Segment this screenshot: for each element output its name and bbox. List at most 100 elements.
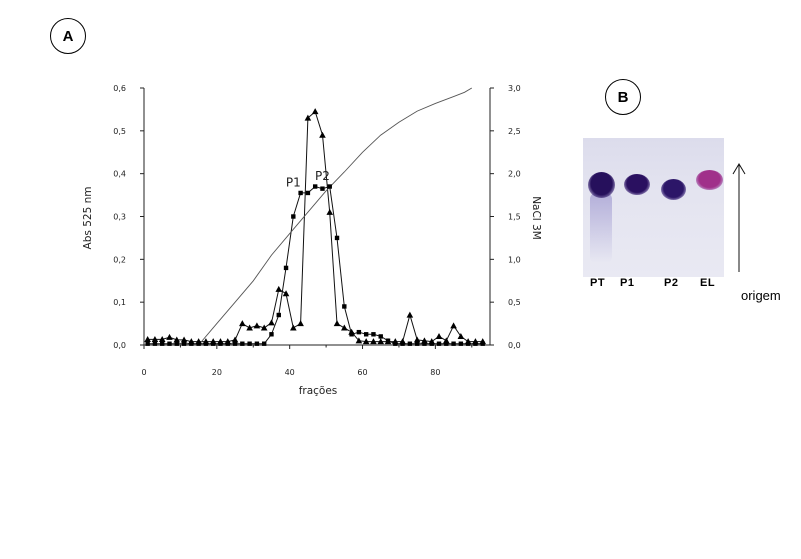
square-point (465, 341, 471, 346)
square-point (232, 341, 238, 346)
tlc-plate (583, 138, 724, 277)
spot-p1 (624, 174, 650, 195)
y-tick-label: 0,1 (113, 298, 126, 307)
lane-label-el: EL (700, 277, 716, 289)
x-tick-label: 20 (212, 368, 222, 377)
triangle-point (253, 322, 261, 329)
triangle-point (406, 311, 414, 318)
square-point (444, 341, 449, 346)
triangle-point (180, 336, 188, 343)
triangle-point (246, 324, 253, 331)
triangle-point (282, 290, 290, 297)
spot-p2 (661, 179, 686, 200)
triangle-point (173, 336, 181, 343)
square-point (298, 190, 303, 196)
y-axis-title: Abs 525 nm (82, 187, 94, 250)
y2-tick-label: 0,0 (508, 341, 521, 350)
square-point (269, 332, 274, 337)
y2-tick-label: 2,0 (508, 170, 521, 179)
triangle-point (304, 114, 312, 121)
square-point (254, 341, 260, 346)
x-tick-label: 80 (430, 368, 440, 377)
square-point (181, 341, 187, 346)
square-point (414, 341, 420, 346)
y-tick-label: 0,0 (113, 341, 126, 350)
square-point (422, 341, 427, 346)
triangle-point (435, 333, 443, 340)
triangle-point (362, 338, 370, 345)
lane-label-p1: P1 (620, 277, 635, 289)
y-tick-label: 0,6 (113, 84, 126, 93)
triangle-point (370, 338, 377, 345)
y-tick-label: 0,3 (113, 213, 126, 222)
y2-axis-title: NaCl 3M (530, 196, 542, 240)
square-point (458, 341, 464, 346)
y2-tick-label: 1,5 (508, 213, 521, 222)
square-point (247, 341, 252, 346)
lane-label-p2: P2 (664, 277, 679, 289)
square-point (363, 332, 369, 337)
square-point (225, 341, 230, 346)
square-point (261, 341, 267, 346)
square-point (145, 341, 150, 346)
triangle-point (268, 319, 275, 326)
square-point (240, 341, 245, 346)
square-point (473, 341, 478, 346)
triangle-point (311, 108, 319, 115)
triangle-point (158, 336, 166, 343)
square-point (334, 235, 340, 241)
square-point (342, 304, 347, 309)
square-point (218, 341, 223, 346)
panel-a-label: A (62, 27, 74, 45)
x-tick-label: 60 (357, 368, 367, 377)
lane-pt-streak (590, 193, 612, 263)
triangle-point (151, 336, 159, 343)
y2-tick-label: 1,0 (508, 255, 521, 264)
square-point (480, 341, 485, 346)
square-point (393, 341, 398, 346)
square-point (174, 341, 179, 346)
square-point (327, 184, 332, 189)
spot-pt (588, 172, 615, 198)
triangle-point (450, 322, 457, 329)
square-point (451, 341, 456, 346)
triangle-point (231, 336, 239, 343)
square-point (196, 341, 201, 346)
triangle-point (457, 333, 465, 340)
square-point (283, 265, 289, 271)
square-point (291, 214, 296, 219)
triangle-point (275, 285, 283, 292)
triangle-point (144, 336, 151, 343)
x-tick-label: 40 (285, 368, 295, 377)
panel-a-badge: A (50, 18, 86, 54)
triangle-point (260, 324, 268, 331)
square-point (189, 341, 194, 346)
triangle-point (355, 337, 363, 344)
triangle-point (290, 324, 297, 331)
square-point (167, 341, 172, 346)
migration-arrow-icon (732, 163, 746, 272)
square-point (356, 329, 362, 335)
triangle-point (333, 320, 341, 327)
square-point (400, 341, 405, 346)
square-point (203, 341, 209, 346)
square-point (371, 332, 376, 337)
y2-tick-label: 0,5 (508, 298, 521, 307)
square-point (305, 190, 311, 196)
triangle-point (319, 131, 326, 138)
peak-label-p2: P2 (315, 169, 330, 183)
triangle-point (326, 208, 334, 215)
square-point (349, 332, 354, 337)
y2-tick-label: 3,0 (508, 84, 521, 93)
square-point (436, 341, 442, 346)
square-point (312, 184, 318, 189)
y-tick-label: 0,2 (113, 255, 126, 264)
square-point (378, 334, 383, 339)
triangle-point (166, 333, 173, 340)
square-point (429, 341, 434, 346)
peak-label-p1: P1 (286, 176, 301, 190)
spot-el (696, 170, 723, 190)
x-axis-title: frações (299, 385, 338, 397)
triangle-point (239, 320, 246, 327)
triangle-point (297, 320, 304, 327)
